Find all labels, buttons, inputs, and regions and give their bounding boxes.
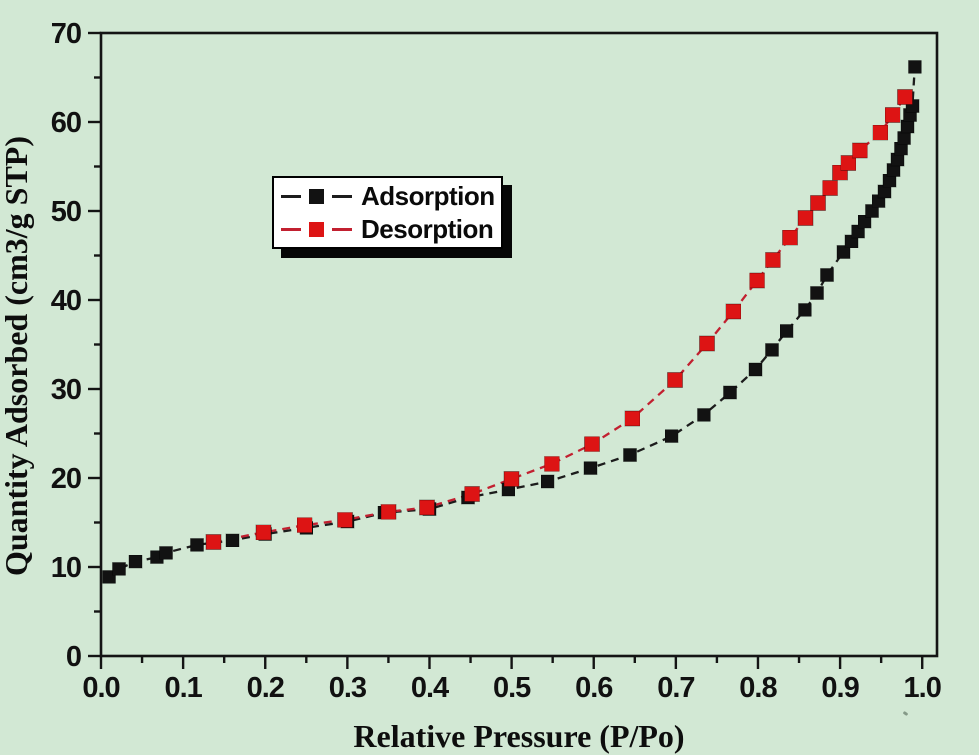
adsorption-data-point (765, 342, 779, 357)
y-tick-label: 10 (51, 552, 81, 584)
desorption-data-point (872, 124, 889, 141)
adsorption-data-point (779, 324, 794, 339)
desorption-data-point (884, 106, 901, 123)
adsorption-data-point (102, 569, 117, 584)
desorption-data-point (782, 229, 798, 246)
desorption-data-point (797, 210, 814, 227)
y-tick-label: 70 (51, 18, 81, 50)
desorption-data-point (822, 179, 839, 196)
desorption-data-point (543, 455, 560, 472)
desorption-data-point (255, 524, 272, 541)
adsorption-line (108, 66, 916, 578)
adsorption-data-point (158, 545, 173, 560)
legend-entry-desorption: Desorption (281, 214, 501, 244)
adsorption-data-point (844, 234, 859, 249)
desorption-data-point (851, 142, 868, 159)
adsorption-data-point (723, 385, 737, 400)
desorption-data-point (725, 303, 742, 320)
adsorption-data-point (664, 429, 679, 444)
adsorption-data-point (748, 362, 763, 377)
adsorption-data-point (128, 554, 143, 569)
x-tick-label: 0.1 (164, 672, 202, 704)
x-tick-label: 0.5 (493, 672, 531, 704)
adsorption-data-point (696, 407, 711, 422)
legend-entry-adsorption: Adsorption (281, 181, 501, 211)
desorption-data-point (296, 517, 313, 534)
adsorption-data-point (865, 204, 880, 218)
adsorption-data-point (622, 447, 637, 462)
desorption-data-point (503, 470, 520, 487)
x-tick-label: 0.2 (247, 672, 284, 704)
desorption-data-point (699, 335, 715, 352)
desorption-data-point (419, 499, 435, 516)
adsorption-data-point (851, 224, 866, 239)
adsorption-data-point (907, 59, 922, 74)
x-tick-label: 0.3 (329, 672, 367, 704)
y-tick-label: 60 (51, 107, 81, 139)
desorption-data-point (810, 195, 826, 211)
desorption-data-point (337, 511, 353, 528)
y-tick-label: 50 (51, 196, 81, 228)
y-tick-label: 0 (66, 641, 81, 673)
desorption-data-point (897, 89, 913, 105)
x-tick-label: 0.4 (411, 672, 449, 704)
x-tick-label: 1.0 (904, 672, 941, 704)
adsorption-line-marker-icon (281, 188, 352, 204)
adsorption-data-point (836, 245, 851, 259)
legend: Adsorption Desorption (272, 176, 503, 249)
x-axis-title: Relative Pressure (P/Po) (353, 718, 684, 754)
x-tick-label: 0.6 (575, 672, 613, 704)
desorption-line (213, 96, 906, 544)
legend-label-desorption: Desorption (361, 214, 494, 244)
y-tick-label: 20 (51, 463, 81, 495)
plot-frame (99, 31, 939, 658)
desorption-data-point (840, 155, 857, 171)
desorption-data-point (464, 486, 481, 502)
desorption-data-point (624, 410, 641, 427)
x-tick-label: 0.8 (739, 672, 777, 704)
x-tick-label: 0.7 (657, 672, 694, 704)
adsorption-data-point (820, 268, 834, 282)
legend-label-adsorption: Adsorption (361, 181, 495, 211)
adsorption-data-point (797, 302, 812, 317)
adsorption-data-point (112, 561, 126, 576)
desorption-line-marker-icon (281, 221, 352, 237)
adsorption-data-point (857, 214, 872, 229)
y-tick-label: 40 (51, 285, 81, 317)
y-tick-label: 30 (51, 374, 81, 406)
adsorption-data-point (900, 119, 915, 134)
adsorption-data-point (190, 537, 204, 552)
desorption-data-point (584, 436, 600, 453)
desorption-data-point (764, 252, 781, 268)
adsorption-data-point (810, 285, 825, 300)
desorption-data-point (749, 272, 766, 289)
x-tick-label: 0.9 (821, 672, 859, 704)
adsorption-data-point (540, 474, 555, 489)
plot-area: 0.0 0.1 0.2 0.3 0.4 0.5 0.6 0.7 0.8 0.9 1.0 0 10 20 30… (51, 18, 942, 704)
desorption-data-point (380, 503, 397, 520)
x-tick-label: 0.0 (82, 672, 119, 704)
y-axis-title: Quantity Adsorbed (cm3/g STP) (0, 136, 34, 576)
desorption-data-point (667, 372, 683, 389)
adsorption-data-point (225, 533, 240, 548)
desorption-data-point (205, 534, 222, 550)
adsorption-data-point (583, 461, 598, 476)
adsorption-data-point (897, 131, 912, 145)
